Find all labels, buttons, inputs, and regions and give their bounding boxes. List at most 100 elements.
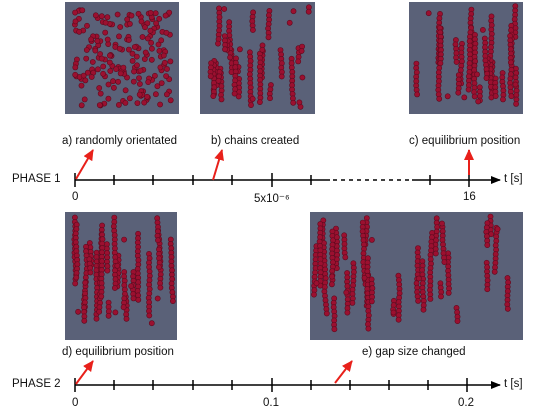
particle — [96, 308, 103, 315]
particle — [170, 298, 176, 304]
particle — [218, 96, 225, 103]
arrow-to-panel-a — [75, 149, 94, 180]
particle — [305, 8, 312, 15]
particle — [221, 6, 228, 12]
particle — [311, 291, 317, 298]
phase-2-tick-mid: 0.1 — [263, 397, 279, 409]
particle — [82, 77, 89, 84]
particle — [107, 68, 114, 74]
particle — [111, 84, 117, 91]
particle — [471, 93, 478, 100]
particle — [267, 95, 273, 102]
particle — [365, 325, 372, 332]
particle — [137, 81, 143, 87]
particles-c — [413, 3, 520, 107]
particle — [146, 312, 153, 319]
particle — [453, 59, 460, 65]
particle — [121, 236, 127, 243]
particle — [116, 102, 122, 108]
particle — [484, 286, 491, 293]
particle — [100, 70, 106, 77]
particle — [96, 85, 103, 91]
particle — [130, 295, 137, 302]
particle — [432, 250, 439, 257]
particle — [153, 20, 159, 27]
particle — [290, 99, 297, 106]
particle — [107, 52, 113, 59]
particle — [142, 24, 148, 31]
particle — [512, 81, 519, 88]
particle — [135, 10, 142, 17]
particle — [222, 46, 228, 53]
particle — [100, 63, 107, 70]
particle — [163, 29, 170, 36]
particle — [265, 34, 272, 41]
particle — [154, 295, 161, 302]
particle — [87, 269, 94, 276]
particle — [129, 50, 136, 57]
particle — [290, 8, 297, 15]
phase-2-tick-0: 0 — [72, 397, 79, 409]
particle — [344, 309, 351, 316]
particle — [116, 45, 123, 52]
particle — [79, 7, 86, 14]
particle — [156, 48, 163, 54]
particle — [155, 237, 161, 244]
particle — [102, 29, 109, 36]
particle — [298, 48, 305, 54]
particle — [162, 12, 169, 19]
particle — [84, 69, 91, 76]
particle — [128, 12, 135, 19]
particle — [333, 234, 340, 241]
particle — [207, 73, 214, 80]
particle — [349, 300, 356, 306]
particles-d — [71, 214, 176, 327]
particle — [80, 72, 87, 79]
caption-panel-d: d) equilibrium position — [62, 346, 174, 358]
particle — [78, 102, 85, 109]
particle — [210, 93, 217, 99]
particle — [78, 82, 85, 89]
particle — [131, 44, 138, 50]
particle — [455, 89, 462, 96]
particle — [445, 290, 452, 296]
particle — [163, 73, 169, 79]
particle — [72, 9, 79, 16]
particle — [441, 259, 448, 265]
particle — [415, 275, 422, 282]
particle — [88, 36, 94, 43]
particle — [92, 47, 99, 54]
particle — [144, 35, 151, 42]
particle — [123, 315, 130, 322]
particle — [299, 74, 306, 81]
particle — [76, 28, 83, 35]
particle — [92, 12, 99, 19]
particle — [106, 59, 113, 66]
particle — [94, 38, 101, 44]
particle — [215, 40, 221, 47]
particle — [148, 39, 154, 46]
particle — [504, 305, 511, 312]
particle — [75, 308, 81, 315]
particle — [129, 58, 136, 64]
particle — [465, 86, 472, 93]
particle — [155, 41, 162, 48]
particle — [120, 64, 127, 71]
particle — [237, 46, 243, 53]
particle — [104, 36, 111, 43]
particle — [235, 93, 242, 100]
particle — [167, 97, 174, 104]
caption-panel-b: b) chains created — [211, 135, 300, 147]
particle — [158, 37, 165, 44]
particle — [134, 100, 141, 106]
particle — [89, 59, 96, 65]
particle — [286, 19, 293, 26]
particle — [127, 20, 133, 27]
particle — [491, 268, 498, 275]
particle — [257, 99, 263, 105]
particle — [98, 293, 105, 300]
particle — [120, 304, 127, 311]
particle — [361, 275, 368, 281]
particle — [474, 71, 480, 78]
